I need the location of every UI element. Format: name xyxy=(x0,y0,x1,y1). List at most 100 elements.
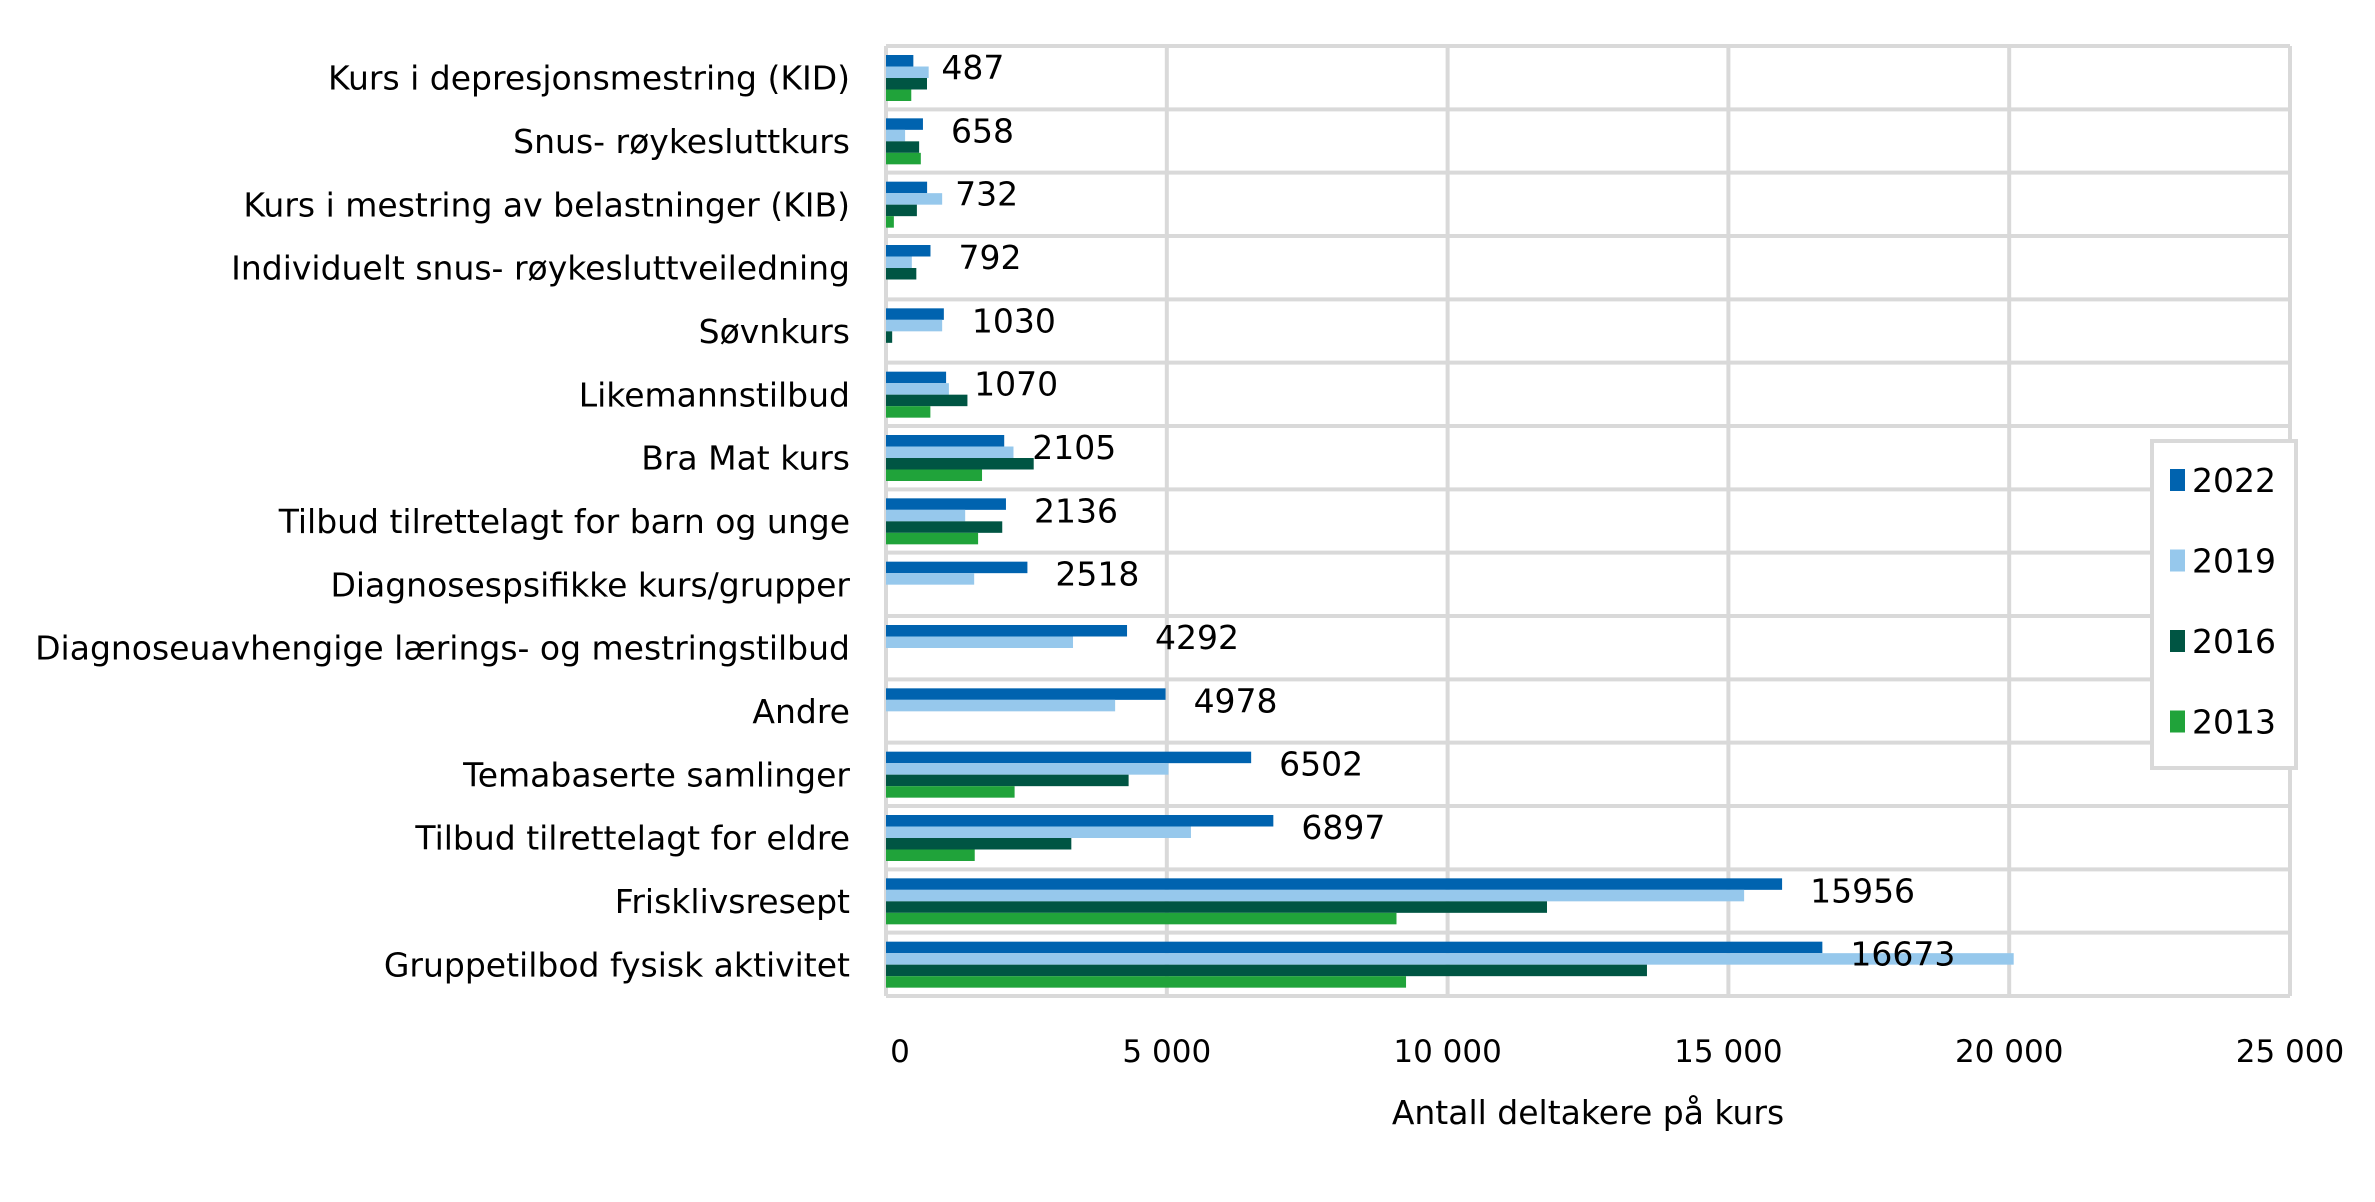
bar-2013 xyxy=(886,406,931,418)
bar-2019 xyxy=(886,193,943,205)
legend-swatch-2019 xyxy=(2170,549,2185,572)
bar-2019 xyxy=(886,953,2014,965)
category-label: Kurs i mestring av belastninger (KIB) xyxy=(243,185,850,224)
data-label: 2105 xyxy=(1032,428,1116,467)
bar-2013 xyxy=(886,786,1015,798)
bar-2013 xyxy=(886,849,975,861)
data-label: 2136 xyxy=(1034,491,1118,530)
x-tick-label: 5 000 xyxy=(1122,1034,1211,1070)
x-tick-label: 20 000 xyxy=(1955,1034,2063,1070)
grid xyxy=(884,44,2292,998)
category-labels: Kurs i depresjonsmestring (KID) Snus- røy… xyxy=(35,59,850,985)
data-label: 792 xyxy=(958,238,1021,277)
data-label: 1070 xyxy=(974,365,1058,404)
data-label: 487 xyxy=(941,48,1004,87)
bar-2019 xyxy=(886,699,1116,712)
bar-2022 xyxy=(886,55,914,67)
bar-2016 xyxy=(886,331,893,343)
bar-2016 xyxy=(886,78,927,90)
bar-2022 xyxy=(886,308,944,320)
bar-2016 xyxy=(886,774,1129,787)
x-tick-label: 15 000 xyxy=(1674,1034,1782,1070)
category-label: Bra Mat kurs xyxy=(641,439,850,478)
category-label: Tilbud tilrettelagt for barn og unge xyxy=(278,502,850,541)
x-axis-title: Antall deltakere på kurs xyxy=(1392,1093,1784,1132)
category-label: Snus- røykesluttkurs xyxy=(513,122,850,161)
bar-2019 xyxy=(886,889,1745,902)
bar-2019 xyxy=(886,383,949,395)
category-label: Temabaserte samlinger xyxy=(462,755,850,794)
data-label: 4292 xyxy=(1155,618,1239,657)
bar-2016 xyxy=(886,838,1072,850)
data-label: 658 xyxy=(951,111,1014,150)
bar-2013 xyxy=(886,532,979,545)
x-tick-label: 25 000 xyxy=(2236,1034,2344,1070)
bar-2022 xyxy=(886,751,1252,764)
bar-2019 xyxy=(886,763,1169,775)
data-labels: 487 658 732 792 1030 1070 2105 2136 2518 4292 4978… xyxy=(941,48,1955,974)
category-label: Likemannstilbud xyxy=(579,375,850,414)
legend: 2022 2019 2016 2013 xyxy=(2150,439,2298,770)
bar-2022 xyxy=(886,435,1005,447)
bar-2022 xyxy=(886,561,1028,574)
category-label: Tilbud tilrettelagt for eldre xyxy=(414,819,850,858)
bar-2019 xyxy=(886,66,929,78)
bar-2022 xyxy=(886,371,947,384)
bar-2019 xyxy=(886,509,966,522)
bar-2022 xyxy=(886,815,1274,827)
legend-label-2013: 2013 xyxy=(2192,703,2276,742)
bar-2022 xyxy=(886,878,1783,890)
category-label: Frisklivsresept xyxy=(615,882,850,921)
bar-2016 xyxy=(886,964,1647,977)
bar-2016 xyxy=(886,458,1034,470)
bar-2019 xyxy=(886,446,1014,458)
bar-2019 xyxy=(886,573,975,585)
bar-2016 xyxy=(886,141,920,153)
bar-2016 xyxy=(886,901,1548,913)
x-tick-label: 0 xyxy=(890,1034,910,1070)
bars xyxy=(886,55,2014,988)
category-label: Individuelt snus- røykesluttveiledning xyxy=(231,249,850,288)
category-label: Søvnkurs xyxy=(699,312,850,351)
legend-label-2019: 2019 xyxy=(2192,542,2276,581)
category-label: Diagnoseuavhengige lærings- og mestrings… xyxy=(35,629,850,668)
data-label: 6897 xyxy=(1301,808,1385,847)
bar-2019 xyxy=(886,256,912,268)
bar-2019 xyxy=(886,826,1191,838)
data-label: 4978 xyxy=(1194,681,1278,720)
data-label: 732 xyxy=(955,175,1018,214)
bar-2013 xyxy=(886,469,983,481)
bar-2022 xyxy=(886,181,928,194)
category-label: Diagnosespsifikke kurs/grupper xyxy=(330,565,850,604)
data-label: 6502 xyxy=(1279,745,1363,784)
data-label: 16673 xyxy=(1850,935,1955,974)
bar-2013 xyxy=(886,152,921,165)
bar-2013 xyxy=(886,912,1397,925)
legend-label-2022: 2022 xyxy=(2192,461,2276,500)
x-tick-label: 10 000 xyxy=(1393,1034,1501,1070)
bar-2022 xyxy=(886,941,1823,954)
bar-2022 xyxy=(886,118,923,130)
category-label: Gruppetilbod fysisk aktivitet xyxy=(384,945,850,984)
bar-2016 xyxy=(886,394,968,407)
category-label: Kurs i depresjonsmestring (KID) xyxy=(328,59,850,98)
data-label: 1030 xyxy=(972,301,1056,340)
legend-label-2016: 2016 xyxy=(2192,622,2276,661)
category-label: Andre xyxy=(752,692,850,731)
bar-2022 xyxy=(886,498,1006,510)
data-label: 2518 xyxy=(1055,555,1139,594)
bar-2019 xyxy=(886,319,943,332)
bar-2016 xyxy=(886,268,917,280)
legend-swatch-2013 xyxy=(2170,710,2185,733)
bar-2016 xyxy=(886,521,1003,533)
bar-2022 xyxy=(886,688,1166,700)
x-tick-labels: 0 5 000 10 000 15 000 20 000 25 000 xyxy=(890,1034,2344,1070)
bar-2022 xyxy=(886,245,931,257)
data-label: 15956 xyxy=(1810,871,1915,910)
bar-2019 xyxy=(886,636,1074,648)
bar-2019 xyxy=(886,129,906,142)
legend-swatch-2022 xyxy=(2170,469,2185,491)
bar-2022 xyxy=(886,625,1128,637)
bar-2013 xyxy=(886,216,894,228)
